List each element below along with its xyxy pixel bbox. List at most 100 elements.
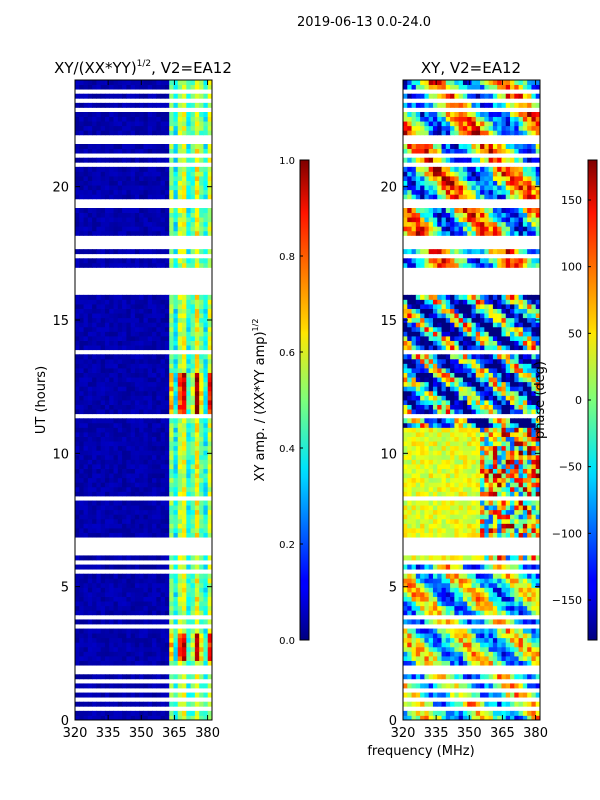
heatmap-cell (475, 683, 481, 689)
heatmap-cell (100, 166, 106, 172)
heatmap-cell (177, 322, 183, 328)
heatmap-cell (514, 633, 520, 639)
heatmap-cell (462, 651, 468, 657)
heatmap-cell (104, 528, 110, 533)
heatmap-cell (156, 427, 162, 433)
heatmap-cell (164, 464, 170, 469)
heatmap-cell (467, 596, 472, 602)
heatmap-cell (471, 610, 477, 616)
heatmap-cell (207, 358, 212, 364)
heatmap-cell (420, 482, 425, 488)
heatmap-cell (160, 400, 166, 405)
heatmap-cell (147, 112, 153, 117)
heatmap-cell (535, 514, 540, 520)
heatmap-cell (87, 372, 93, 378)
heatmap-cell (207, 208, 212, 213)
heatmap-cell (207, 386, 212, 392)
heatmap-cell (199, 345, 204, 351)
heatmap-cell (164, 112, 170, 117)
heatmap-cell (156, 217, 162, 223)
heatmap-cell (203, 628, 209, 634)
heatmap-cell (535, 610, 540, 616)
heatmap-cell (109, 345, 115, 351)
heatmap-cell (75, 166, 80, 172)
heatmap-cell (143, 358, 149, 364)
heatmap-cell (203, 573, 209, 579)
heatmap-cell (173, 450, 179, 456)
heatmap-cell (424, 436, 430, 442)
heatmap-cell (182, 518, 187, 524)
heatmap-cell (96, 262, 102, 268)
heatmap-cell (415, 683, 421, 689)
heatmap-cell (79, 230, 85, 236)
heatmap-cell (186, 194, 192, 200)
heatmap-cell (130, 317, 136, 323)
heatmap-cell (117, 249, 123, 255)
heatmap-cell (139, 610, 144, 616)
heatmap-cell (182, 701, 187, 707)
heatmap-cell (139, 518, 144, 524)
heatmap-cell (152, 518, 157, 524)
heatmap-cell (488, 587, 494, 593)
heatmap-cell (126, 381, 132, 387)
heatmap-cell (462, 710, 468, 716)
heatmap-cell (83, 80, 89, 85)
heatmap-cell (139, 637, 144, 643)
heatmap-cell (160, 144, 166, 149)
heatmap-cell (122, 468, 127, 474)
heatmap-cell (497, 445, 502, 451)
heatmap-cell (522, 491, 528, 497)
heatmap-cell (96, 404, 102, 410)
heatmap-cell (467, 633, 472, 639)
heatmap-cell (139, 112, 144, 117)
heatmap-cell (87, 194, 93, 200)
heatmap-cell (492, 491, 498, 497)
heatmap-cell (75, 432, 80, 437)
heatmap-cell (535, 578, 540, 584)
heatmap-cell (199, 84, 204, 90)
heatmap-cell (514, 619, 520, 625)
heatmap-cell (432, 582, 438, 588)
heatmap-cell (518, 473, 524, 479)
heatmap-cell (156, 464, 162, 469)
heatmap-cell (505, 633, 511, 639)
heatmap-cell (122, 473, 127, 479)
heatmap-cell (143, 331, 149, 337)
heatmap-cell (199, 194, 204, 200)
heatmap-cell (480, 418, 485, 424)
heatmap-cell (522, 573, 528, 579)
heatmap-cell (407, 445, 413, 451)
heatmap-cell (199, 486, 204, 492)
heatmap-cell (122, 121, 127, 127)
heatmap-cell (420, 601, 425, 607)
heatmap-cell (190, 180, 196, 186)
heatmap-cell (475, 486, 481, 492)
heatmap-cell (100, 660, 106, 666)
heatmap-cell (190, 445, 196, 451)
heatmap-cell (531, 418, 537, 424)
heatmap-cell (75, 217, 80, 223)
heatmap-cell (143, 121, 149, 127)
heatmap-cell (126, 121, 132, 127)
heatmap-cell (471, 422, 477, 428)
heatmap-cell (475, 473, 481, 479)
heatmap-cell (83, 486, 89, 492)
heatmap-cell (83, 317, 89, 323)
heatmap-cell (104, 601, 110, 607)
heatmap-cell (100, 93, 106, 99)
heatmap-cell (462, 445, 468, 451)
heatmap-cell (143, 322, 149, 328)
heatmap-cell (160, 468, 166, 474)
heatmap-cell (122, 148, 127, 154)
heatmap-cell (441, 486, 447, 492)
heatmap-cell (160, 445, 166, 451)
heatmap-cell (122, 450, 127, 456)
heatmap-cell (96, 144, 102, 149)
heatmap-cell (122, 532, 127, 538)
heatmap-cell (462, 605, 468, 611)
heatmap-cell (173, 486, 179, 492)
heatmap-cell (411, 582, 417, 588)
heatmap-cell (428, 422, 434, 428)
heatmap-cell (173, 482, 179, 488)
heatmap-cell (182, 212, 187, 218)
